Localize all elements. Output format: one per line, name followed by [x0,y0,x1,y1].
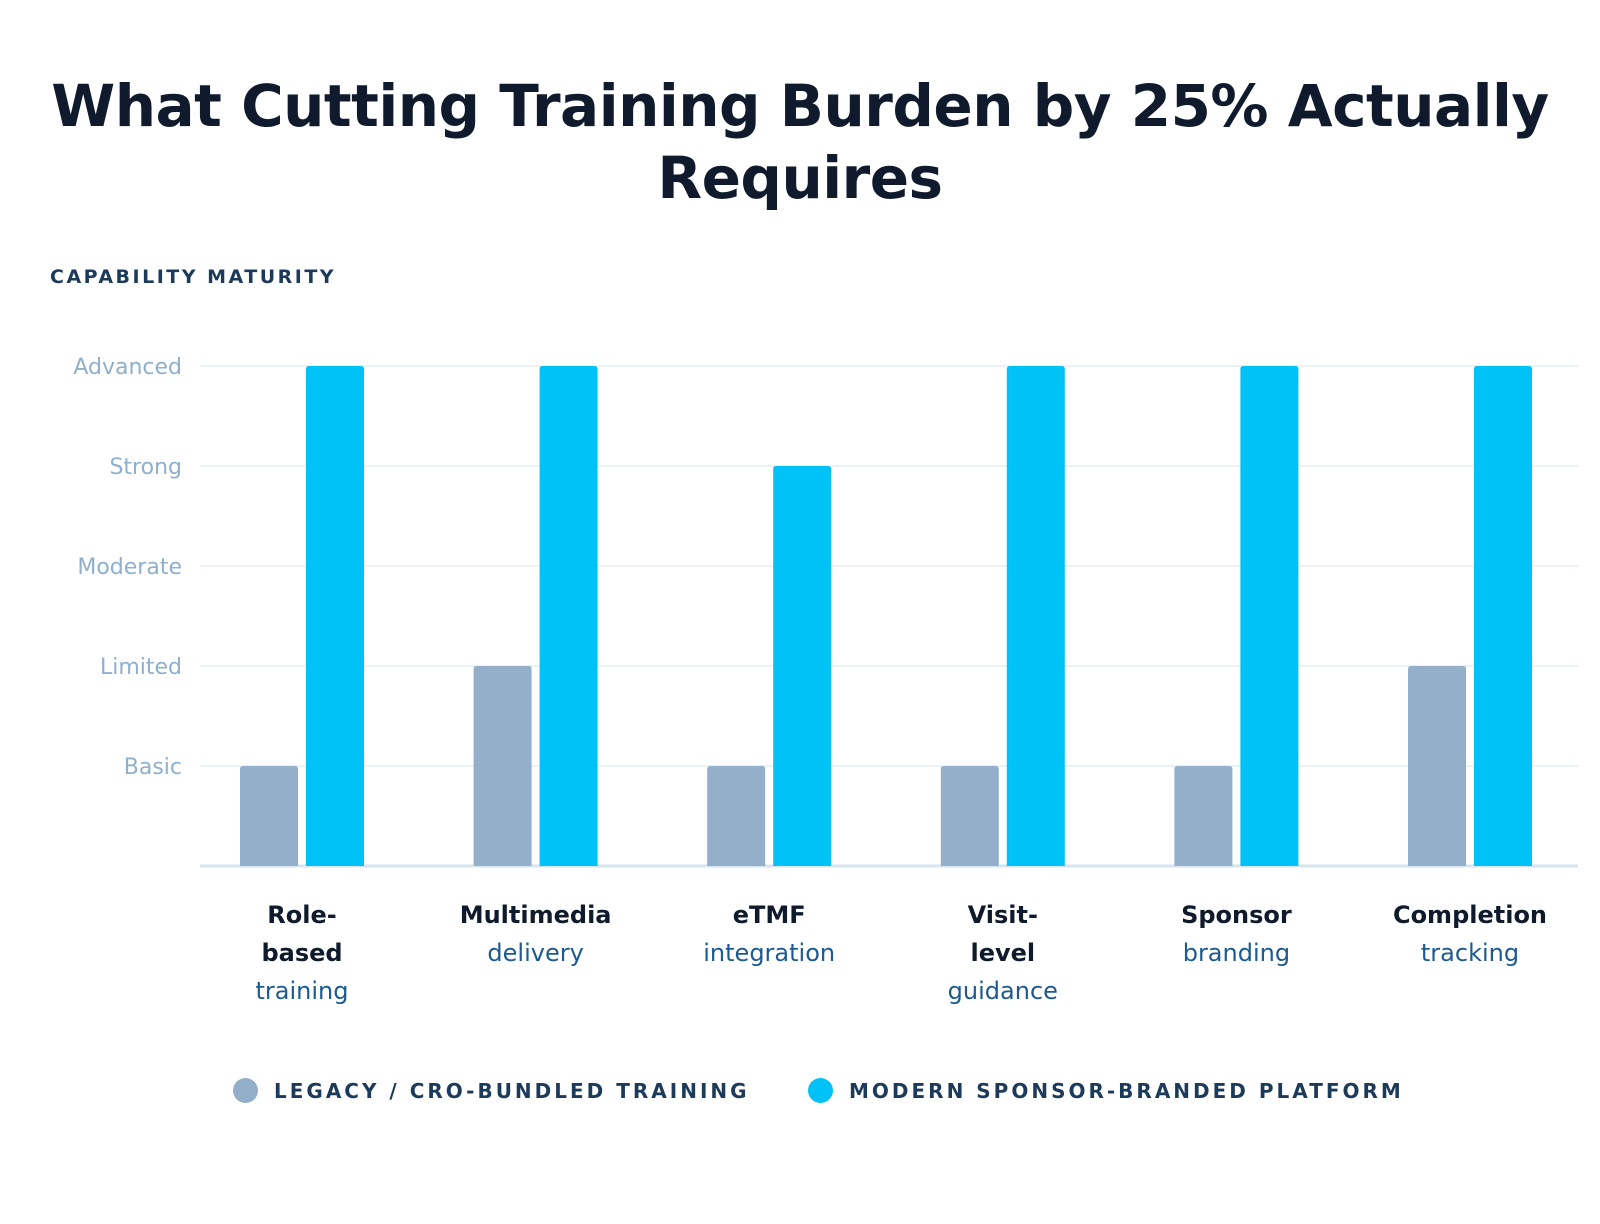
x-tick-label: delivery [487,939,583,967]
bar-legacy [1408,666,1466,866]
bar-chart: Basic Limited Moderate Strong Advanced Role-b… [73,355,1578,1005]
bar-modern [1006,366,1065,866]
bar-modern [539,366,598,866]
x-tick-label-bold: based [261,939,342,967]
y-tick-label: Moderate [77,555,182,580]
legend-item-modern: MODERN SPONSOR-BRANDED PLATFORM [808,1078,1404,1103]
y-tick-label: Advanced [73,355,182,380]
bar-legacy [473,666,532,866]
legend-swatch-modern [808,1078,833,1103]
x-tick-label-bold: level [970,939,1035,967]
bar-legacy [1174,766,1233,866]
x-tick-label-bold: Multimedia [460,901,612,929]
x-tick-label: guidance [948,977,1058,1005]
legend: LEGACY / CRO-BUNDLED TRAINING MODERN SPO… [0,1078,1600,1118]
legend-swatch-legacy [233,1078,258,1103]
bar-modern [1240,366,1299,866]
chart-title-line-2: Requires [657,144,943,212]
legend-label-legacy: LEGACY / CRO-BUNDLED TRAINING [274,1078,750,1103]
x-tick-label: integration [703,939,835,967]
x-tick-label: tracking [1421,939,1519,967]
bar-modern [1474,366,1532,866]
x-tick-label-bold: Sponsor [1181,901,1292,929]
y-tick-label: Basic [124,755,182,780]
bar-modern [306,366,364,866]
y-axis-title: CAPABILITY MATURITY [50,266,337,288]
x-tick-label-bold: Completion [1393,901,1547,929]
x-tick-label-bold: Visit- [968,901,1038,929]
bar-legacy [940,766,999,866]
x-tick-label: branding [1183,939,1290,967]
chart-title-line-1: What Cutting Training Burden by 25% Actu… [51,72,1549,140]
legend-item-legacy: LEGACY / CRO-BUNDLED TRAINING [233,1078,750,1103]
y-tick-label: Strong [109,455,182,480]
bar-legacy [707,766,766,866]
x-tick-label-bold: eTMF [733,901,806,929]
x-tick-label-bold: Role- [267,901,336,929]
bar-legacy [240,766,298,866]
y-tick-label: Limited [100,655,182,680]
x-tick-label: training [256,977,349,1005]
bar-modern [773,466,832,866]
legend-label-modern: MODERN SPONSOR-BRANDED PLATFORM [849,1078,1404,1103]
chart-title: What Cutting Training Burden by 25% Actu… [0,70,1600,214]
